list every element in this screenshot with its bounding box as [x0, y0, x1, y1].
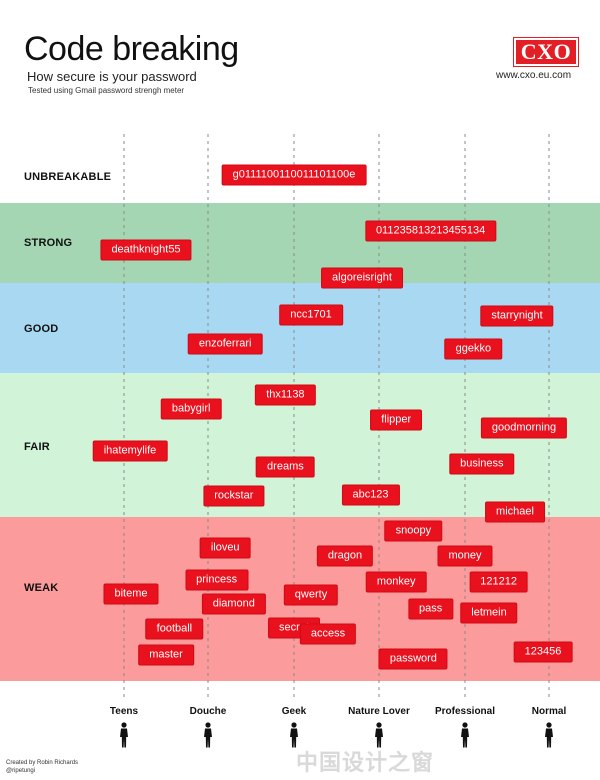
person-icon	[204, 722, 212, 748]
credit: Created by Robin Richards @ripetungi	[6, 759, 78, 775]
password-tag: princess	[186, 570, 248, 590]
password-tag: babygirl	[161, 399, 221, 419]
page-subtitle: How secure is your password	[27, 69, 197, 84]
category-label: Geek	[281, 706, 307, 717]
password-tag: biteme	[104, 584, 158, 604]
password-tag: ncc1701	[280, 305, 342, 325]
password-tag: diamond	[202, 594, 265, 614]
password-tag: pass	[408, 599, 453, 619]
password-tag: ihatemylife	[93, 441, 167, 461]
credit-handle: @ripetungi	[6, 768, 36, 774]
password-tag: qwerty	[284, 585, 338, 605]
band-label-strong: STRONG	[24, 237, 73, 249]
password-tag: thx1138	[256, 385, 315, 405]
password-tag: dreams	[257, 457, 314, 477]
band-label-good: GOOD	[24, 323, 59, 335]
password-tag: abc123	[342, 485, 399, 505]
password-tag: business	[450, 454, 514, 474]
category-label: Professional	[434, 706, 496, 717]
page-note: Tested using Gmail password strengh mete…	[28, 86, 185, 95]
credit-author: Created by Robin Richards	[6, 760, 79, 766]
password-tag: password	[379, 649, 447, 669]
password-tag: iloveu	[200, 538, 250, 558]
password-tag: starrynight	[481, 306, 553, 326]
password-tag: 123456	[514, 642, 572, 662]
category-label: Teens	[109, 706, 139, 717]
category-label: Douche	[189, 706, 227, 717]
band-strong	[0, 203, 600, 283]
password-tag: 121212	[470, 572, 527, 592]
page-title: Code breaking	[24, 30, 239, 68]
password-tag: snoopy	[385, 521, 442, 541]
watermark: 中国设计之窗 www.333cn.com	[296, 750, 478, 780]
person-icon	[461, 722, 469, 748]
password-tag: algoreisright	[322, 268, 402, 288]
password-tag: enzoferrari	[188, 334, 262, 354]
person-icon	[545, 722, 553, 748]
site-url: www.cxo.eu.com	[496, 70, 572, 81]
category-label: Normal	[531, 706, 567, 717]
password-tag: master	[139, 645, 193, 665]
person-icon	[120, 722, 128, 748]
category-label: Nature Lover	[348, 706, 410, 717]
password-tag: access	[300, 624, 356, 644]
band-label-weak: WEAK	[24, 582, 59, 594]
password-tag: letmein	[461, 603, 517, 623]
person-icon	[290, 722, 298, 748]
cxo-logo: CXO	[513, 37, 579, 67]
password-tag: michael	[486, 502, 544, 522]
password-tag: goodmorning	[481, 418, 567, 438]
password-tag: flipper	[371, 410, 422, 430]
band-label-fair: FAIR	[24, 441, 50, 453]
person-icon	[375, 722, 383, 748]
password-tag: monkey	[366, 572, 426, 592]
password-tag: ggekko	[445, 339, 502, 359]
password-tag: dragon	[317, 546, 373, 566]
band-label-unbreakable: UNBREAKABLE	[24, 171, 112, 183]
password-tag: rockstar	[204, 486, 264, 506]
password-tag: g0111100110011101100e	[222, 165, 366, 185]
password-tag: money	[438, 546, 492, 566]
password-tag: football	[146, 619, 203, 639]
password-tag: 011235813213455134	[365, 221, 496, 241]
password-tag: deathknight55	[101, 240, 191, 260]
